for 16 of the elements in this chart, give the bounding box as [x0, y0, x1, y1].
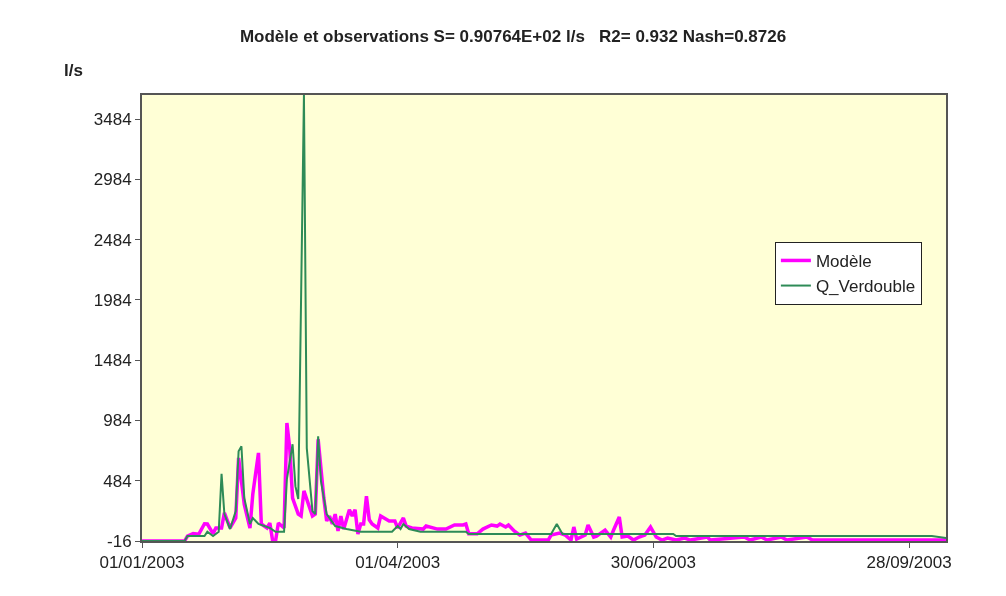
- y-tick-label: 1484: [93, 351, 132, 371]
- legend-label: Q_Verdouble: [815, 277, 916, 297]
- y-tick-label: 3484: [93, 110, 132, 130]
- x-tick-label: 28/09/2003: [866, 553, 952, 573]
- y-tick-label: 2984: [93, 170, 132, 190]
- x-tick-label: 30/06/2003: [610, 553, 696, 573]
- x-tick-label: 01/01/2003: [99, 553, 185, 573]
- chart-title: Modèle et observations S= 0.90764E+02 l/s R2= 0.932 Nash=0.8726: [239, 26, 787, 46]
- y-tick-label: 1984: [93, 290, 132, 310]
- y-tick-label: -16: [107, 531, 132, 551]
- y-tick-label: 984: [103, 411, 132, 431]
- x-tick-label: 01/04/2003: [355, 553, 441, 573]
- y-axis-title: l/s: [64, 61, 83, 80]
- legend-label: Modèle: [815, 252, 872, 272]
- y-tick-label: 484: [103, 471, 132, 491]
- y-tick-label: 2484: [93, 230, 132, 250]
